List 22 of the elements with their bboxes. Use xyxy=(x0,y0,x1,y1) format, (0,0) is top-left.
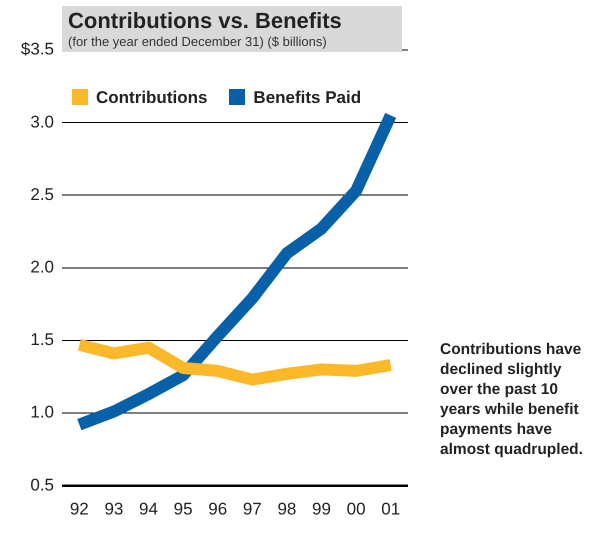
legend-label: Contributions xyxy=(95,88,208,108)
x-tick-label: 99 xyxy=(312,499,331,518)
x-tick-label: 93 xyxy=(104,499,124,518)
y-tick-label: 3.0 xyxy=(30,112,54,132)
text: Contributions have declined slightly over the past 10 years while benefit payments have almost quadrupled. xyxy=(440,340,584,460)
y-tick-label: 2.5 xyxy=(30,184,54,204)
x-tick-label: 96 xyxy=(208,499,228,518)
x-tick-label: 01 xyxy=(381,499,400,518)
y-tick-label: 1.5 xyxy=(30,330,54,350)
y-tick-label: 2.0 xyxy=(30,257,54,276)
x-tick-label: 94 xyxy=(139,499,158,518)
x-tick-label: 00 xyxy=(346,499,366,518)
x-tick-label: 97 xyxy=(242,499,262,518)
chart-title: Contributions vs. Benefits xyxy=(68,8,343,34)
y-tick-label: 1.0 xyxy=(30,402,54,422)
chart-subtitle: (for the year ended December 31) ($ billions) xyxy=(68,34,328,49)
y-tick-label: 0.5 xyxy=(30,475,54,494)
x-tick-label: 98 xyxy=(277,499,296,518)
legend-label: Benefits Paid xyxy=(252,88,362,108)
x-tick-label: 92 xyxy=(70,499,89,518)
y-tick-label: $3.5 xyxy=(20,40,54,59)
x-tick-label: 95 xyxy=(174,499,193,518)
